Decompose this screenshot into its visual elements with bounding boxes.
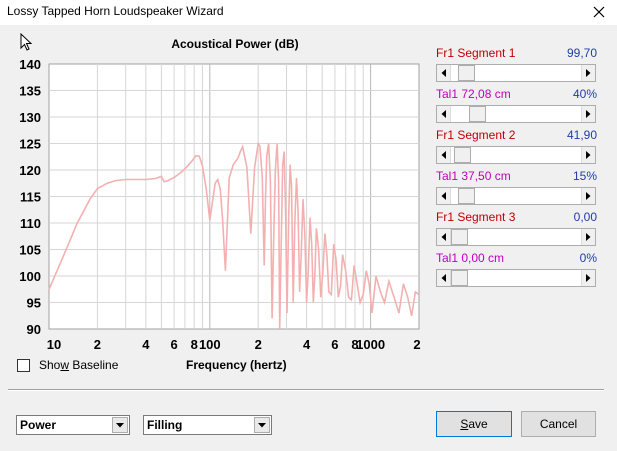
slider-value: 15% — [572, 169, 597, 183]
slider-value: 0,00 — [573, 210, 597, 224]
save-button[interactable]: Save — [436, 411, 512, 437]
x-axis-title: Frequency (hertz) — [186, 358, 287, 372]
mode-select[interactable]: Power — [16, 415, 130, 435]
y-tick-label: 95 — [27, 296, 41, 311]
dropdown-arrow-icon[interactable] — [254, 417, 270, 433]
y-tick-label: 105 — [19, 243, 41, 258]
y-tick-label: 90 — [27, 322, 41, 337]
right-arrow-icon[interactable] — [581, 270, 595, 286]
y-tick-label: 100 — [19, 269, 41, 284]
slider-label: Tal1 0,00 cm — [436, 251, 505, 265]
slider-track[interactable] — [436, 228, 596, 246]
left-arrow-icon[interactable] — [437, 270, 451, 286]
y-tick-label: 130 — [19, 110, 41, 125]
chart-title: Acoustical Power (dB) — [171, 37, 298, 51]
x-tick-label: 6 — [331, 337, 338, 352]
x-tick-label: 2 — [413, 337, 420, 352]
slider-track[interactable] — [436, 269, 596, 287]
slider-thumb[interactable] — [457, 65, 475, 81]
slider-thumb[interactable] — [457, 188, 475, 204]
left-arrow-icon[interactable] — [437, 65, 451, 81]
close-icon — [593, 6, 605, 18]
slider-track[interactable] — [436, 146, 596, 164]
slider-value: 41,90 — [566, 128, 597, 142]
y-tick-label: 135 — [19, 84, 41, 99]
slider-thumb[interactable] — [451, 229, 468, 245]
x-tick-label: 6 — [171, 337, 178, 352]
slider-track[interactable] — [436, 64, 596, 82]
slider-value: 99,70 — [566, 46, 597, 60]
slider-thumb[interactable] — [454, 147, 472, 163]
right-arrow-icon[interactable] — [581, 229, 595, 245]
mode-select-value: Power — [20, 418, 57, 432]
left-arrow-icon[interactable] — [437, 229, 451, 245]
close-button[interactable] — [585, 1, 613, 23]
filling-select-value: Filling — [147, 418, 183, 432]
x-tick-label: 10 — [47, 337, 61, 352]
left-arrow-icon[interactable] — [437, 147, 451, 163]
mouse-cursor-icon — [20, 33, 33, 51]
filling-select[interactable]: Filling — [143, 415, 272, 435]
save-button-label: Save — [460, 417, 488, 431]
divider — [8, 389, 604, 391]
right-arrow-icon[interactable] — [581, 65, 595, 81]
y-tick-label: 115 — [20, 190, 41, 205]
right-arrow-icon[interactable] — [581, 106, 595, 122]
slider-track[interactable] — [436, 105, 596, 123]
x-tick-label: 4 — [303, 337, 311, 352]
show-baseline-label: Show Baseline — [39, 358, 119, 372]
x-tick-label: 8 — [351, 337, 358, 352]
slider-value: 0% — [579, 251, 597, 265]
right-arrow-icon[interactable] — [581, 147, 595, 163]
acoustical-power-chart: Acoustical Power (dB) 140 135 130 125 120 115… — [19, 37, 420, 352]
x-tick-label: 8 — [191, 337, 198, 352]
slider-thumb[interactable] — [451, 270, 468, 286]
left-arrow-icon[interactable] — [437, 188, 451, 204]
x-tick-label: 4 — [142, 337, 150, 352]
y-tick-label: 110 — [20, 216, 41, 231]
show-baseline-checkbox[interactable] — [17, 359, 30, 372]
slider-label: Tal1 72,08 cm — [436, 87, 511, 101]
title-bar: Lossy Tapped Horn Loudspeaker Wizard — [0, 0, 617, 25]
x-tick-label: 1000 — [356, 337, 385, 352]
cancel-button[interactable]: Cancel — [521, 411, 596, 437]
right-arrow-icon[interactable] — [581, 188, 595, 204]
slider-value: 40% — [572, 87, 597, 101]
slider-track[interactable] — [436, 187, 596, 205]
dropdown-arrow-icon[interactable] — [112, 417, 128, 433]
power-response-line — [48, 141, 420, 330]
x-tick-label: 2 — [255, 337, 262, 352]
slider-label: Fr1 Segment 3 — [436, 210, 516, 224]
slider-label: Fr1 Segment 1 — [436, 46, 516, 60]
window-title: Lossy Tapped Horn Loudspeaker Wizard — [7, 4, 224, 18]
y-tick-label: 120 — [19, 163, 41, 178]
left-arrow-icon[interactable] — [437, 106, 451, 122]
y-tick-label: 140 — [19, 57, 41, 72]
slider-label: Fr1 Segment 2 — [436, 128, 516, 142]
x-tick-label: 2 — [94, 337, 101, 352]
y-tick-label: 125 — [19, 137, 41, 152]
slider-label: Tal1 37,50 cm — [436, 169, 511, 183]
slider-thumb[interactable] — [469, 106, 487, 122]
x-tick-label: 100 — [199, 337, 221, 352]
